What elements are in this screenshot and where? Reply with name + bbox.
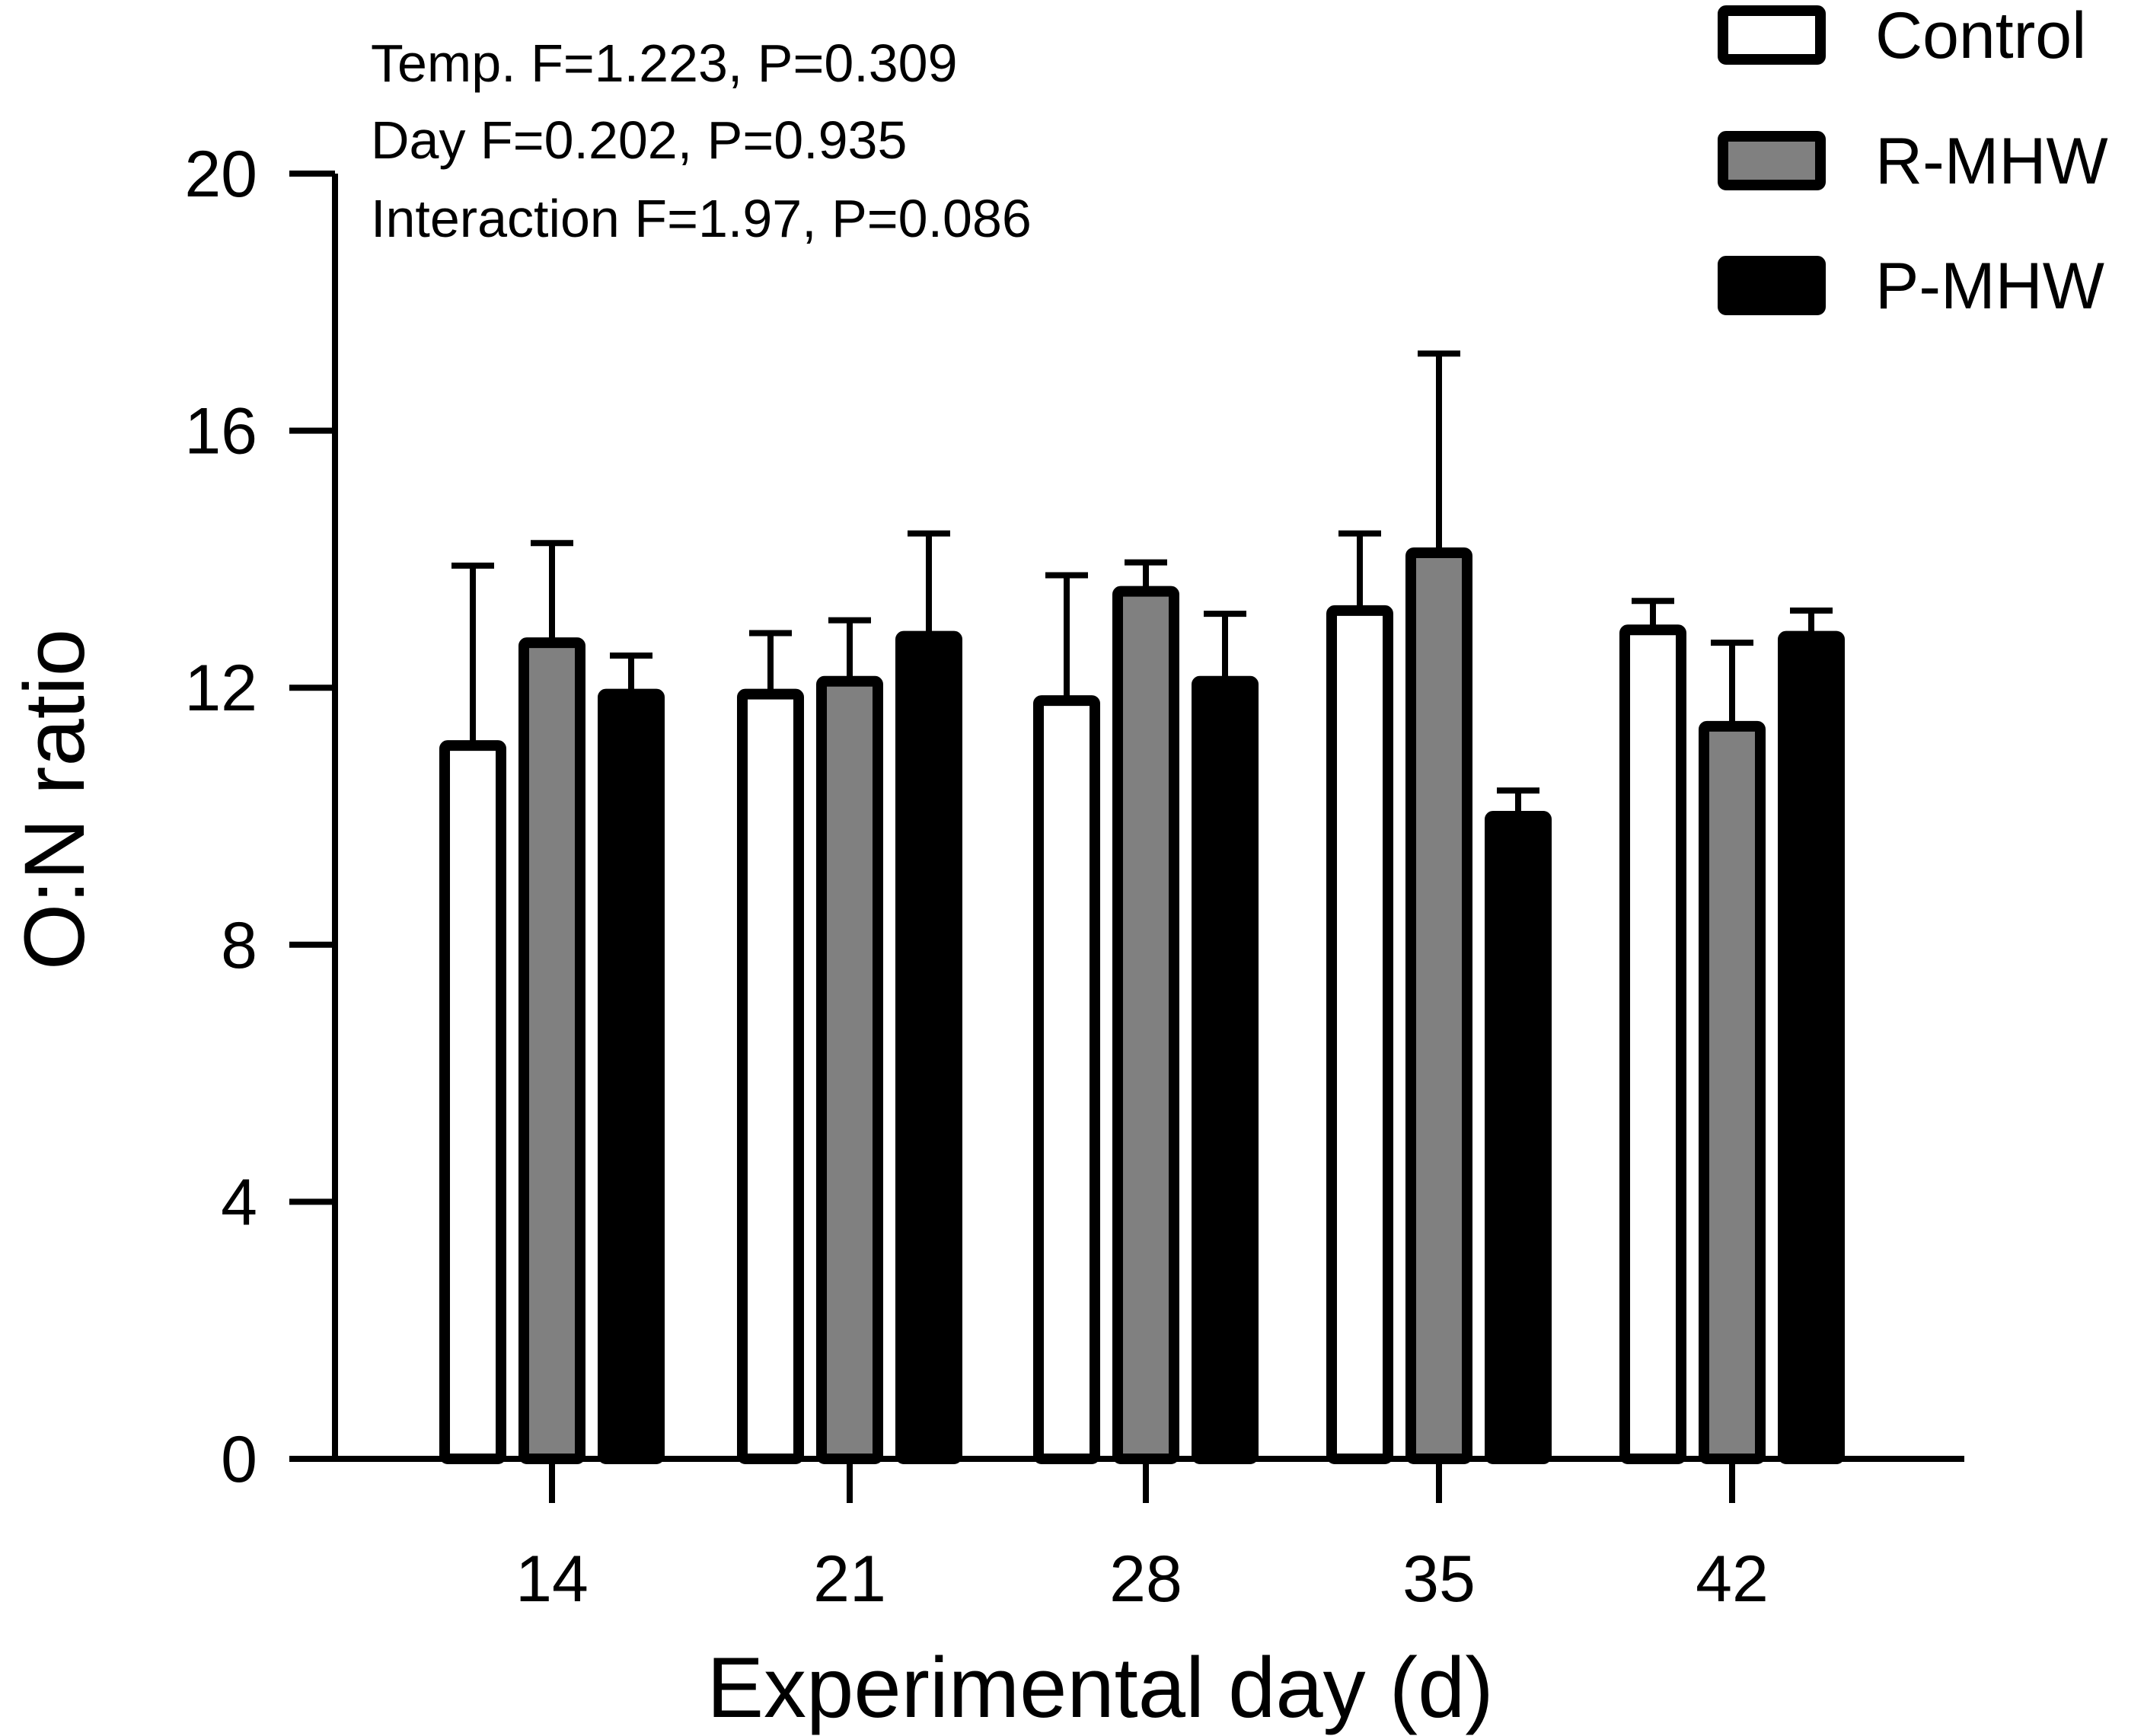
x-axis-ticks: 14 21 28 35 42 [515,1459,1769,1616]
bar-r-mhw-day-35 [1405,547,1472,1465]
bar-p-mhw-day-14 [598,688,665,1464]
y-tick-label: 4 [221,1166,257,1239]
bar-control-day-28 [1033,695,1100,1464]
stats-day: Day F=0.202, P=0.935 [371,110,907,170]
legend-swatch-r-mhw [1718,131,1826,190]
stats-annotation: Temp. F=1.223, P=0.309 Day F=0.202, P=0.… [371,34,1032,248]
legend-swatch-control [1718,5,1826,65]
bar-p-mhw-day-42 [1778,630,1845,1464]
x-tick-label: 21 [813,1543,886,1616]
bar-control-day-14 [439,740,506,1464]
x-tick-label: 35 [1402,1543,1476,1616]
y-tick-label: 20 [184,138,257,211]
x-tick-label: 14 [515,1543,589,1616]
bar-control-day-42 [1619,624,1686,1464]
bar-p-mhw-day-21 [895,630,962,1464]
y-tick-label: 8 [221,909,257,982]
stats-temp: Temp. F=1.223, P=0.309 [371,34,958,93]
legend-label-r-mhw: R-MHW [1875,125,2108,198]
y-tick-label: 0 [221,1423,257,1496]
x-axis-title: Experimental day (d) [707,1640,1493,1735]
x-tick-label: 42 [1696,1543,1769,1616]
y-tick-label: 16 [184,395,257,468]
bar-control-day-21 [737,688,804,1464]
legend-label-control: Control [1875,0,2086,72]
bar-p-mhw-day-35 [1485,811,1552,1464]
legend: Control R-MHW P-MHW [1718,0,2108,323]
x-tick-label: 28 [1109,1543,1182,1616]
bar-p-mhw-day-28 [1192,675,1259,1464]
bar-r-mhw-day-28 [1112,586,1179,1464]
legend-label-p-mhw: P-MHW [1875,250,2104,323]
bar-r-mhw-day-21 [816,675,883,1464]
bars [439,350,1845,1465]
bar-r-mhw-day-14 [518,637,585,1464]
y-tick-label: 12 [184,652,257,725]
stats-interaction: Interaction F=1.97, P=0.086 [371,189,1032,248]
legend-swatch-p-mhw [1718,256,1826,315]
bar-r-mhw-day-42 [1699,720,1766,1464]
y-axis-title: O:N ratio [7,629,102,970]
y-axis-ticks: 0 4 8 12 16 20 [184,138,335,1496]
bar-control-day-35 [1326,605,1393,1464]
